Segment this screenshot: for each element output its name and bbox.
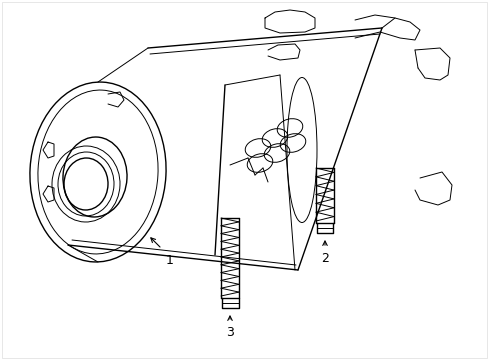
Text: 1: 1 xyxy=(166,254,174,267)
Text: 3: 3 xyxy=(225,326,233,339)
Text: 2: 2 xyxy=(321,252,328,265)
